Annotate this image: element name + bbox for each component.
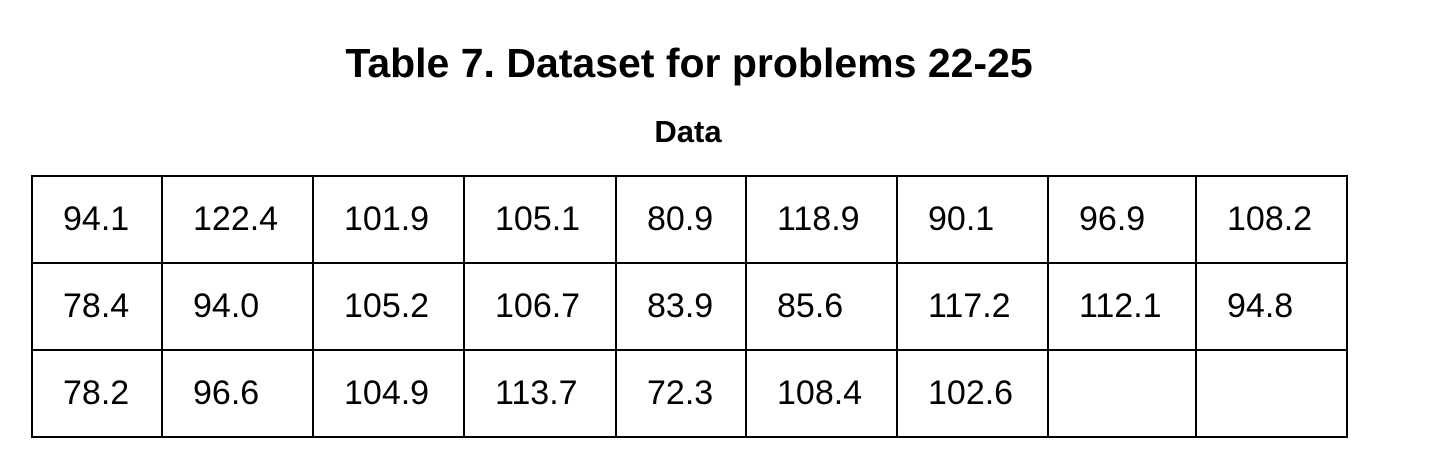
- table-cell: 94.8: [1197, 264, 1348, 351]
- table-cell: 104.9: [314, 351, 465, 438]
- table-subtitle: Data: [654, 114, 722, 149]
- table-cell: 118.9: [747, 177, 898, 264]
- table-cell: 83.9: [617, 264, 747, 351]
- table-cell: 113.7: [465, 351, 617, 438]
- table-cell: 90.1: [898, 177, 1049, 264]
- empty-cell: [1197, 351, 1348, 438]
- table-cell: 102.6: [898, 351, 1049, 438]
- table-cell: 112.1: [1049, 264, 1197, 351]
- table-cell: 122.4: [163, 177, 314, 264]
- table-cell: 78.2: [33, 351, 163, 438]
- table-cell: 96.9: [1049, 177, 1197, 264]
- table-cell: 94.0: [163, 264, 314, 351]
- empty-cell: [1049, 351, 1197, 438]
- table-cell: 94.1: [33, 177, 163, 264]
- table-cell: 96.6: [163, 351, 314, 438]
- table-cell: 108.2: [1197, 177, 1348, 264]
- table-cell: 101.9: [314, 177, 465, 264]
- table-cell: 80.9: [617, 177, 747, 264]
- table-cell: 108.4: [747, 351, 898, 438]
- table-cell: 117.2: [898, 264, 1049, 351]
- table-cell: 106.7: [465, 264, 617, 351]
- table-cell: 85.6: [747, 264, 898, 351]
- table-title: Table 7. Dataset for problems 22-25: [345, 40, 1033, 86]
- data-table: 94.1 122.4 101.9 105.1 80.9 118.9 90.1 96.9 108.…: [31, 175, 1348, 438]
- table-cell: 78.4: [33, 264, 163, 351]
- table-cell: 105.1: [465, 177, 617, 264]
- table-cell: 105.2: [314, 264, 465, 351]
- table-cell: 72.3: [617, 351, 747, 438]
